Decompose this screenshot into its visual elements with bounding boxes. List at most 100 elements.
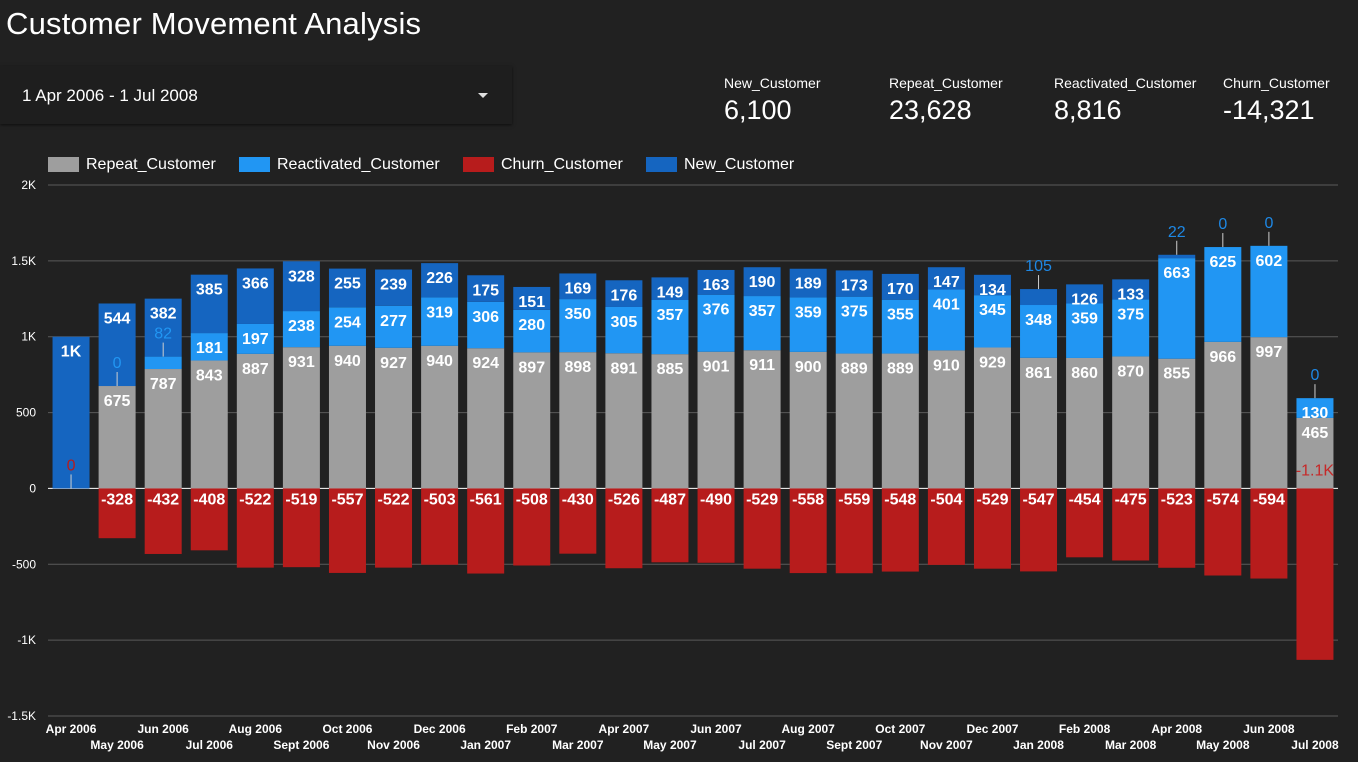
bar-new-customer bbox=[697, 269, 735, 295]
data-label: -529 bbox=[976, 491, 1008, 508]
x-tick-label: Dec 2007 bbox=[966, 722, 1018, 736]
data-label: 170 bbox=[887, 281, 914, 298]
bar-churn-customer bbox=[651, 488, 689, 563]
data-label: -504 bbox=[930, 491, 962, 508]
bar-reactivated-customer bbox=[190, 333, 228, 361]
bar-repeat-customer bbox=[559, 352, 597, 489]
data-label: 927 bbox=[380, 355, 407, 372]
data-label: 133 bbox=[1117, 286, 1144, 303]
data-label: 940 bbox=[426, 353, 453, 370]
bar-reactivated-customer bbox=[1158, 258, 1196, 359]
bar-new-customer bbox=[1066, 284, 1104, 304]
bar-reactivated-customer bbox=[559, 299, 597, 353]
x-tick-label: Feb 2008 bbox=[1059, 722, 1111, 736]
chevron-down-icon[interactable] bbox=[478, 93, 488, 98]
x-tick-label: Sept 2006 bbox=[273, 738, 329, 752]
bar-churn-customer bbox=[144, 488, 182, 554]
data-label: 385 bbox=[196, 282, 223, 299]
data-label: 169 bbox=[564, 280, 591, 297]
bar-churn-customer bbox=[1066, 488, 1104, 558]
data-label: -557 bbox=[331, 491, 363, 508]
data-label: 359 bbox=[795, 304, 822, 321]
bar-churn-customer bbox=[421, 488, 459, 565]
data-label: 889 bbox=[841, 361, 868, 378]
bar-new-customer bbox=[1112, 279, 1150, 300]
data-label: 465 bbox=[1302, 425, 1329, 442]
x-tick-label: Oct 2007 bbox=[875, 722, 925, 736]
bar-reactivated-customer bbox=[1112, 299, 1150, 357]
bar-repeat-customer bbox=[375, 347, 413, 489]
bar-churn-customer bbox=[1112, 488, 1150, 561]
data-label: 1K bbox=[61, 344, 82, 361]
bar-reactivated-customer bbox=[1066, 303, 1104, 358]
data-label: 280 bbox=[518, 317, 545, 334]
data-label: -522 bbox=[378, 491, 410, 508]
scorecard-value: 6,100 bbox=[724, 95, 792, 125]
bar-reactivated-customer bbox=[835, 296, 873, 354]
bar-reactivated-customer bbox=[605, 306, 643, 354]
data-label: -487 bbox=[654, 491, 686, 508]
legend-label: Reactivated_Customer bbox=[277, 156, 440, 173]
data-label: 376 bbox=[703, 302, 730, 319]
data-label: -523 bbox=[1161, 491, 1193, 508]
bar-repeat-customer bbox=[697, 351, 735, 489]
data-label: 931 bbox=[288, 354, 315, 371]
bar-churn-customer bbox=[973, 488, 1011, 569]
bar-new-customer bbox=[513, 286, 551, 310]
bar-new-customer bbox=[789, 268, 827, 298]
y-tick-label: 0 bbox=[29, 481, 36, 495]
bar-churn-customer bbox=[835, 488, 873, 574]
bar-churn-customer bbox=[1020, 488, 1058, 572]
x-tick-label: May 2007 bbox=[643, 738, 697, 752]
x-tick-label: May 2006 bbox=[90, 738, 144, 752]
bar-repeat-customer bbox=[927, 350, 965, 489]
data-label: 0 bbox=[113, 355, 122, 372]
bar-churn-customer bbox=[605, 488, 643, 569]
data-label: 966 bbox=[1209, 349, 1236, 366]
bar-new-customer bbox=[651, 277, 689, 300]
y-tick-label: 500 bbox=[16, 406, 36, 420]
data-label: 0 bbox=[1218, 216, 1227, 233]
bar-reactivated-customer bbox=[881, 299, 919, 354]
data-label: 254 bbox=[334, 314, 361, 331]
data-label: -522 bbox=[239, 491, 271, 508]
data-label: 238 bbox=[288, 318, 315, 335]
bar-reactivated-customer bbox=[236, 323, 274, 354]
x-tick-label: Jun 2006 bbox=[137, 722, 189, 736]
bar-reactivated-customer bbox=[789, 297, 827, 352]
data-label: 855 bbox=[1163, 366, 1190, 383]
legend-swatch bbox=[463, 157, 494, 172]
date-range-selector[interactable]: 1 Apr 2006 - 1 Jul 2008 bbox=[0, 66, 512, 124]
data-label: -454 bbox=[1069, 491, 1101, 508]
bar-repeat-customer bbox=[467, 348, 505, 489]
data-label: 366 bbox=[242, 275, 269, 292]
data-label: 401 bbox=[933, 297, 960, 314]
data-label: 602 bbox=[1256, 253, 1283, 270]
data-label: 898 bbox=[564, 359, 591, 376]
bar-repeat-customer bbox=[973, 347, 1011, 489]
bar-repeat-customer bbox=[1112, 356, 1150, 489]
bar-new-customer bbox=[973, 274, 1011, 296]
data-label: 359 bbox=[1071, 310, 1098, 327]
bar-new-customer bbox=[881, 273, 919, 300]
bar-reactivated-customer bbox=[282, 311, 320, 348]
data-label: 151 bbox=[518, 294, 545, 311]
data-label: 255 bbox=[334, 276, 361, 293]
data-label: -526 bbox=[608, 491, 640, 508]
x-tick-label: Sept 2007 bbox=[826, 738, 882, 752]
data-label: 190 bbox=[749, 274, 776, 291]
data-label: 181 bbox=[196, 340, 223, 357]
stacked-bar-chart: -1.5K -1K -500 0 500 1K 1.5K 2K 1K 0 Apr 2006 675 0 5… bbox=[7, 178, 1339, 752]
data-label: 663 bbox=[1163, 265, 1190, 282]
data-label: -548 bbox=[884, 491, 916, 508]
bar-repeat-customer bbox=[513, 352, 551, 489]
data-label: 0 bbox=[1264, 215, 1273, 232]
bar-repeat-customer bbox=[144, 369, 182, 489]
bar-reactivated-customer bbox=[1020, 305, 1058, 358]
bar-repeat-customer bbox=[1066, 357, 1104, 489]
bar-churn-customer bbox=[743, 488, 781, 569]
data-label: 348 bbox=[1025, 312, 1052, 329]
data-label: 357 bbox=[749, 303, 776, 320]
data-label: -519 bbox=[285, 491, 317, 508]
bar-churn-customer bbox=[467, 488, 505, 574]
